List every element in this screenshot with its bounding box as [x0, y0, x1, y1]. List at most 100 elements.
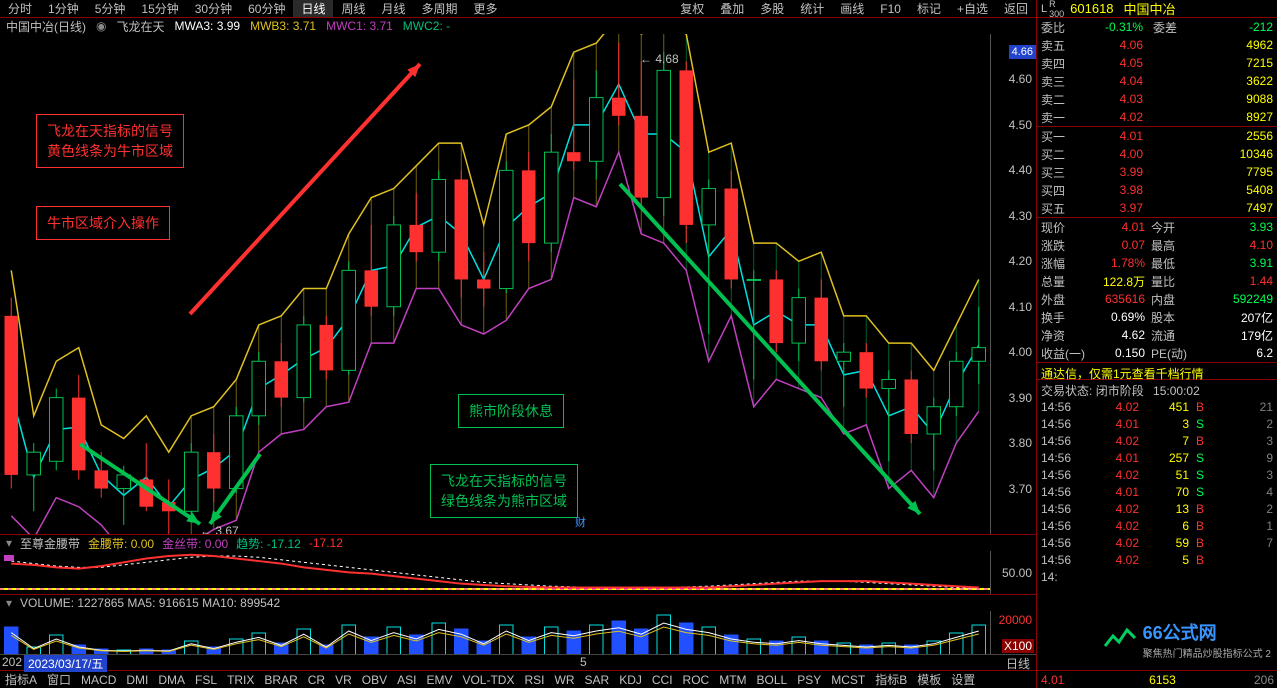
indicator-tab-FSL[interactable]: FSL: [190, 673, 222, 687]
level-row: 卖三 4.04 3622: [1037, 72, 1277, 90]
timeframe-1分钟[interactable]: 1分钟: [40, 0, 87, 17]
indicator-tab-BOLL[interactable]: BOLL: [752, 673, 793, 687]
indicator-tab-CR[interactable]: CR: [303, 673, 330, 687]
sub1-header: ▾ 至尊金腰带 金腰带: 0.00 金丝带: 0.00 趋势: -17.12 -…: [0, 535, 1036, 551]
toolbar-+自选[interactable]: +自选: [949, 0, 996, 17]
indicator-tab-指标A[interactable]: 指标A: [0, 671, 42, 688]
toolbar-统计[interactable]: 统计: [792, 0, 832, 17]
watermark-logo-icon: [1103, 626, 1137, 654]
date-bar: 202 2023/03/17/五 5 日线: [0, 654, 1036, 670]
timeframe-更多[interactable]: 更多: [466, 0, 506, 17]
timeframe-30分钟[interactable]: 30分钟: [187, 0, 240, 17]
price-chart[interactable]: 3.703.803.904.004.104.204.304.404.504.60…: [0, 34, 1036, 534]
stat-row: 净资 4.62 流通 179亿: [1037, 326, 1277, 344]
volume-header: ▾ VOLUME: 1227865 MA5: 916615 MA10: 8995…: [0, 595, 1036, 611]
toolbar-F10[interactable]: F10: [872, 2, 909, 16]
indicator-tab-TRIX[interactable]: TRIX: [222, 673, 259, 687]
weibi-row: 委比 -0.31% 委差 -212: [1037, 18, 1277, 36]
indicator-tab-PSY[interactable]: PSY: [792, 673, 826, 687]
indicator-tab-模板[interactable]: 模板: [912, 671, 946, 688]
stat-row: 收益(一) 0.150 PE(动) 6.2: [1037, 344, 1277, 362]
indicator-tab-DMI[interactable]: DMI: [121, 673, 153, 687]
toolbar-叠加[interactable]: 叠加: [712, 0, 752, 17]
indicator-tab-MCST[interactable]: MCST: [826, 673, 870, 687]
level-row: 卖二 4.03 9088: [1037, 90, 1277, 108]
footer-price: 4.01: [1041, 673, 1101, 687]
right-footer: 4.01 6153 206: [1037, 670, 1277, 688]
toolbar-多股[interactable]: 多股: [752, 0, 792, 17]
indicator-tab-WR[interactable]: WR: [550, 673, 580, 687]
stat-row: 涨跌 0.07 最高 4.10: [1037, 236, 1277, 254]
price-tick: 4.20: [1009, 254, 1032, 268]
annotation-bear-rest: 熊市阶段休息: [458, 394, 564, 428]
stat-row: 外盘 635616 内盘 592249: [1037, 290, 1277, 308]
volume-svg: [0, 611, 990, 655]
indicator-tab-窗口[interactable]: 窗口: [42, 671, 76, 688]
price-tick: 3.70: [1009, 482, 1032, 496]
timeframe-日线[interactable]: 日线: [293, 0, 333, 17]
vol-x100: X100: [1002, 639, 1034, 653]
timeframe-60分钟[interactable]: 60分钟: [240, 0, 293, 17]
price-svg: [0, 34, 990, 534]
market-prefix: L: [1041, 3, 1047, 15]
promo-message[interactable]: 通达信，仅需1元查看千档行情: [1037, 362, 1277, 380]
timeframe-多周期[interactable]: 多周期: [414, 0, 466, 17]
indicator-tab-VOL-TDX[interactable]: VOL-TDX: [457, 673, 519, 687]
weibi-v: -0.31%: [1075, 20, 1143, 34]
timeframe-分时[interactable]: 分时: [0, 0, 40, 17]
indicator-tab-RSI[interactable]: RSI: [519, 673, 549, 687]
toolbar-复权[interactable]: 复权: [672, 0, 712, 17]
indicator-tab-设置[interactable]: 设置: [946, 671, 980, 688]
timeframe-周线[interactable]: 周线: [333, 0, 373, 17]
level-row: 卖一 4.02 8927: [1037, 108, 1277, 126]
footer-n: 206: [1224, 673, 1274, 687]
volume-header-text: VOLUME: 1227865 MA5: 916615 MA10: 899542: [20, 596, 280, 610]
watermark-sub: 聚焦热门精品炒股指标公式 2: [1143, 645, 1271, 660]
chart-header: 中国中冶(日线) ◉ 飞龙在天 MWA3: 3.99 MWB3: 3.71 MW…: [0, 18, 1036, 34]
arrow-down-icon: ▾: [6, 596, 12, 610]
level-row: 卖五 4.06 4962: [1037, 36, 1277, 54]
toolbar-画线[interactable]: 画线: [832, 0, 872, 17]
indicator-tab-OBV[interactable]: OBV: [357, 673, 392, 687]
indicator-tab-DMA[interactable]: DMA: [153, 673, 190, 687]
price-tick: 3.90: [1009, 391, 1032, 405]
indicator-tab-SAR[interactable]: SAR: [580, 673, 615, 687]
arrow-down-icon: ▾: [6, 536, 12, 550]
indicator-tab-指标B[interactable]: 指标B: [870, 671, 912, 688]
indicator-tab-BRAR[interactable]: BRAR: [259, 673, 302, 687]
level-row: 买五 3.97 7497: [1037, 199, 1277, 217]
toolbar-返回[interactable]: 返回: [996, 0, 1036, 17]
sub1-v4: -17.12: [309, 536, 343, 550]
tick-row: 14:56 4.02 5 B: [1037, 551, 1277, 568]
date-marker: 5: [580, 655, 587, 669]
timeframe-bar: 分时1分钟5分钟15分钟30分钟60分钟日线周线月线多周期更多 复权叠加多股统计画…: [0, 0, 1036, 18]
indicator-tab-KDJ[interactable]: KDJ: [614, 673, 647, 687]
indicator-tab-ROC[interactable]: ROC: [678, 673, 715, 687]
indicator-tab-ASI[interactable]: ASI: [392, 673, 421, 687]
stock-title: L R300 601618 中国中冶: [1037, 0, 1277, 18]
sub-indicator-1[interactable]: ▾ 至尊金腰带 金腰带: 0.00 金丝带: 0.00 趋势: -17.12 -…: [0, 534, 1036, 594]
volume-panel[interactable]: ▾ VOLUME: 1227865 MA5: 916615 MA10: 8995…: [0, 594, 1036, 654]
timeframe-5分钟[interactable]: 5分钟: [87, 0, 134, 17]
ticks-block: 14:56 4.02 451 B 21 14:56 4.01 3 S 2 14:…: [1037, 398, 1277, 585]
status-t: 15:00:02: [1153, 384, 1200, 398]
mwb-label: MWB3: 3.71: [250, 19, 316, 33]
indicator-tab-VR[interactable]: VR: [330, 673, 357, 687]
indicator-tab-EMV[interactable]: EMV: [421, 673, 457, 687]
stat-row: 现价 4.01 今开 3.93: [1037, 218, 1277, 236]
tick-row: 14:: [1037, 568, 1277, 585]
timeframe-15分钟[interactable]: 15分钟: [133, 0, 186, 17]
price-tick: 4.00: [1009, 345, 1032, 359]
stock-code: 601618: [1070, 1, 1113, 16]
tick-row: 14:56 4.01 3 S 2: [1037, 415, 1277, 432]
date-current: 2023/03/17/五: [24, 655, 107, 672]
mwc2-label: MWC2: -: [403, 19, 450, 33]
stats-block: 现价 4.01 今开 3.93 涨跌 0.07 最高 4.10 涨幅 1.78%…: [1037, 217, 1277, 362]
status-k: 交易状态:: [1041, 384, 1092, 398]
indicator-tab-CCI[interactable]: CCI: [647, 673, 678, 687]
timeframe-月线[interactable]: 月线: [374, 0, 414, 17]
indicator-tab-MACD[interactable]: MACD: [76, 673, 121, 687]
price-axis: 3.703.803.904.004.104.204.304.404.504.60…: [990, 34, 1036, 534]
indicator-tab-MTM[interactable]: MTM: [714, 673, 751, 687]
toolbar-标记[interactable]: 标记: [909, 0, 949, 17]
